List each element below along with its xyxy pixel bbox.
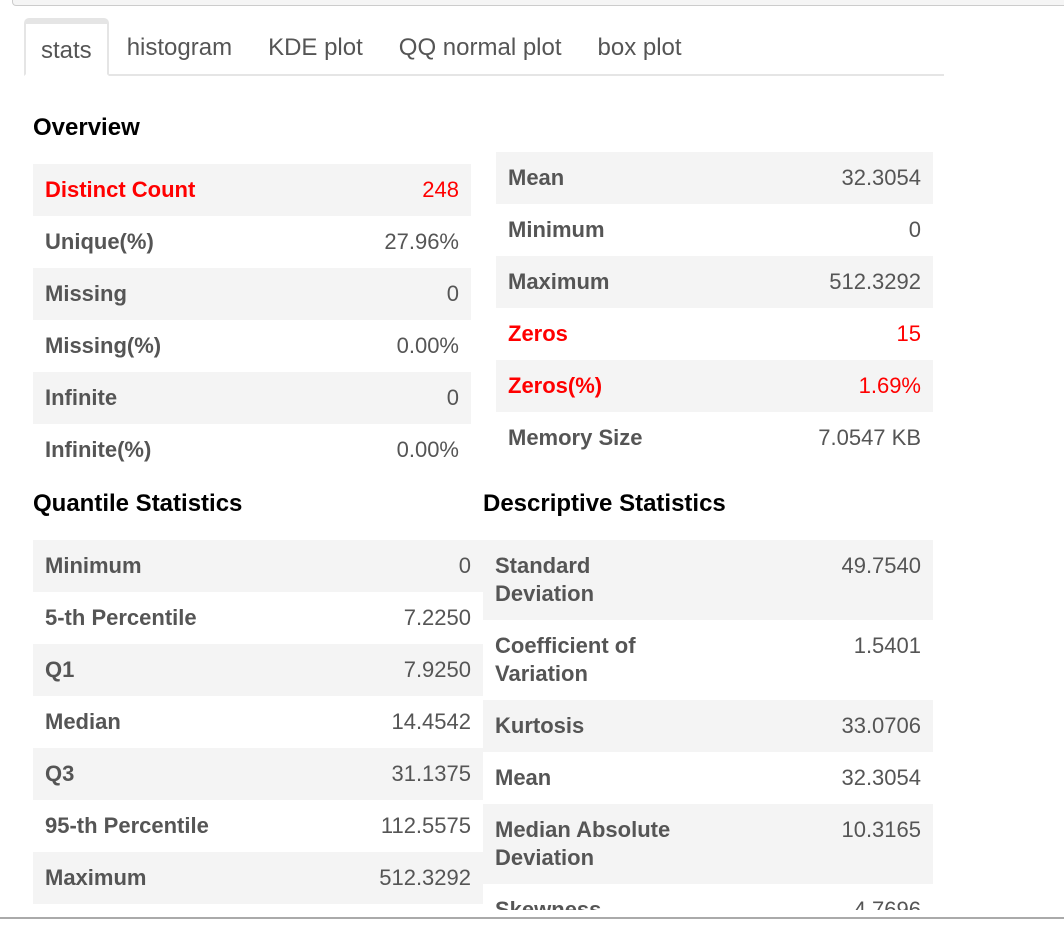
stat-value: 32.3054 <box>841 765 921 790</box>
stat-label: Minimum <box>508 217 605 242</box>
stat-value: 33.0706 <box>707 700 933 752</box>
table-row: Missing 0 <box>33 268 471 320</box>
stat-value: 10.3165 <box>707 804 933 884</box>
stat-label: Median <box>45 709 121 734</box>
table-row: 95-th Percentile 112.5575 <box>33 800 483 852</box>
table-row: Mean 32.3054 <box>483 752 933 804</box>
table-row: Median 14.4542 <box>33 696 483 748</box>
stat-label: Infinite(%) <box>45 437 152 462</box>
table-row: Minimum 0 <box>496 204 933 256</box>
table-row: Zeros(%) 1.69% <box>496 360 933 412</box>
table-row: Memory Size 7.0547 KB <box>496 412 933 464</box>
table-row: Infinite(%) 0.00% <box>33 424 471 476</box>
stat-value: 0 <box>312 372 471 424</box>
stat-label: Minimum <box>33 540 312 592</box>
table-row: Kurtosis 33.0706 <box>483 700 933 752</box>
stats-panel: stats histogram KDE plot QQ normal plot … <box>24 18 944 76</box>
stat-label: Zeros(%) <box>496 360 739 412</box>
stat-label: Mean <box>495 765 552 790</box>
table-row: Unique(%) 27.96% <box>33 216 471 268</box>
stat-value: 14.4542 <box>391 709 471 734</box>
stat-value: 32.3054 <box>738 152 933 204</box>
descriptive-statistics-table: Standard Deviation 49.7540 Coefficient o… <box>483 540 933 936</box>
tab-stats[interactable]: stats <box>24 18 109 76</box>
overview-left-table: Distinct Count 248 Unique(%) 27.96% Miss… <box>33 164 471 476</box>
stat-value: 112.5575 <box>380 813 471 838</box>
stat-value: 0.00% <box>396 333 459 358</box>
table-row: Zeros 15 <box>496 308 933 360</box>
stat-label: Zeros <box>508 321 568 346</box>
table-row: Q1 7.9250 <box>33 644 483 696</box>
descriptive-statistics-title: Descriptive Statistics <box>483 490 726 517</box>
table-row: Maximum 512.3292 <box>33 852 483 904</box>
stat-value: 15 <box>896 321 921 346</box>
stat-label: Unique(%) <box>45 229 154 254</box>
stat-value: 512.3292 <box>738 256 933 308</box>
tab-histogram[interactable]: histogram <box>126 34 233 61</box>
stat-value: 512.3292 <box>311 852 483 904</box>
tab-box-plot[interactable]: box plot <box>597 34 682 61</box>
table-row: Q3 31.1375 <box>33 748 483 800</box>
tab-qq-normal-plot[interactable]: QQ normal plot <box>398 34 562 61</box>
stat-label: Missing(%) <box>45 333 162 358</box>
stat-label: Median Absolute Deviation <box>483 804 707 884</box>
stat-value: 7.0547 KB <box>818 425 921 450</box>
quantile-statistics-title: Quantile Statistics <box>33 490 243 517</box>
stat-value: 31.1375 <box>311 748 483 800</box>
stat-label: 5-th Percentile <box>45 605 197 630</box>
overview-right-table: Mean 32.3054 Minimum 0 Maximum 512.3292 … <box>496 152 933 464</box>
bottom-divider <box>0 917 1064 919</box>
table-row: Median Absolute Deviation 10.3165 <box>483 804 933 884</box>
stat-value: 1.69% <box>738 360 933 412</box>
table-row: Infinite 0 <box>33 372 471 424</box>
stat-label: Standard Deviation <box>483 540 707 620</box>
stat-label: Distinct Count <box>33 164 313 216</box>
stat-value: 7.9250 <box>311 644 483 696</box>
table-row: 5-th Percentile 7.2250 <box>33 592 483 644</box>
table-row: Minimum 0 <box>33 540 483 592</box>
table-row: Maximum 512.3292 <box>496 256 933 308</box>
quantile-statistics-table: Minimum 0 5-th Percentile 7.2250 Q1 7.92… <box>33 540 483 904</box>
table-row: Missing(%) 0.00% <box>33 320 471 372</box>
stat-value: 248 <box>312 164 471 216</box>
stat-label: Maximum <box>33 852 312 904</box>
stat-label: Mean <box>496 152 739 204</box>
stat-value: 7.2250 <box>403 605 471 630</box>
stat-label: Maximum <box>496 256 739 308</box>
stat-label: Q1 <box>33 644 312 696</box>
stat-value: 0 <box>311 540 483 592</box>
table-row: Mean 32.3054 <box>496 152 933 204</box>
viewport-cutoff <box>0 910 1064 934</box>
stat-label: Missing <box>33 268 313 320</box>
overview-title: Overview <box>33 114 140 141</box>
stat-label: Coefficient of Variation <box>495 633 636 686</box>
stat-value: 0 <box>312 268 471 320</box>
stat-label: Infinite <box>33 372 313 424</box>
tab-kde-plot[interactable]: KDE plot <box>268 34 363 61</box>
stat-value: 1.5401 <box>853 633 921 658</box>
stat-label: Memory Size <box>508 425 643 450</box>
stat-label: Kurtosis <box>483 700 707 752</box>
stat-value: 49.7540 <box>707 540 933 620</box>
table-row: Distinct Count 248 <box>33 164 471 216</box>
stat-value: 0 <box>908 217 921 242</box>
outer-frame-edge <box>12 0 1064 6</box>
stat-label: 95-th Percentile <box>45 813 209 838</box>
stat-label: Q3 <box>33 748 312 800</box>
tab-bar: stats histogram KDE plot QQ normal plot … <box>24 18 944 76</box>
table-row: Coefficient of Variation 1.5401 <box>483 620 933 700</box>
table-row: Standard Deviation 49.7540 <box>483 540 933 620</box>
stat-value: 0.00% <box>396 437 459 462</box>
stat-value: 27.96% <box>384 229 459 254</box>
